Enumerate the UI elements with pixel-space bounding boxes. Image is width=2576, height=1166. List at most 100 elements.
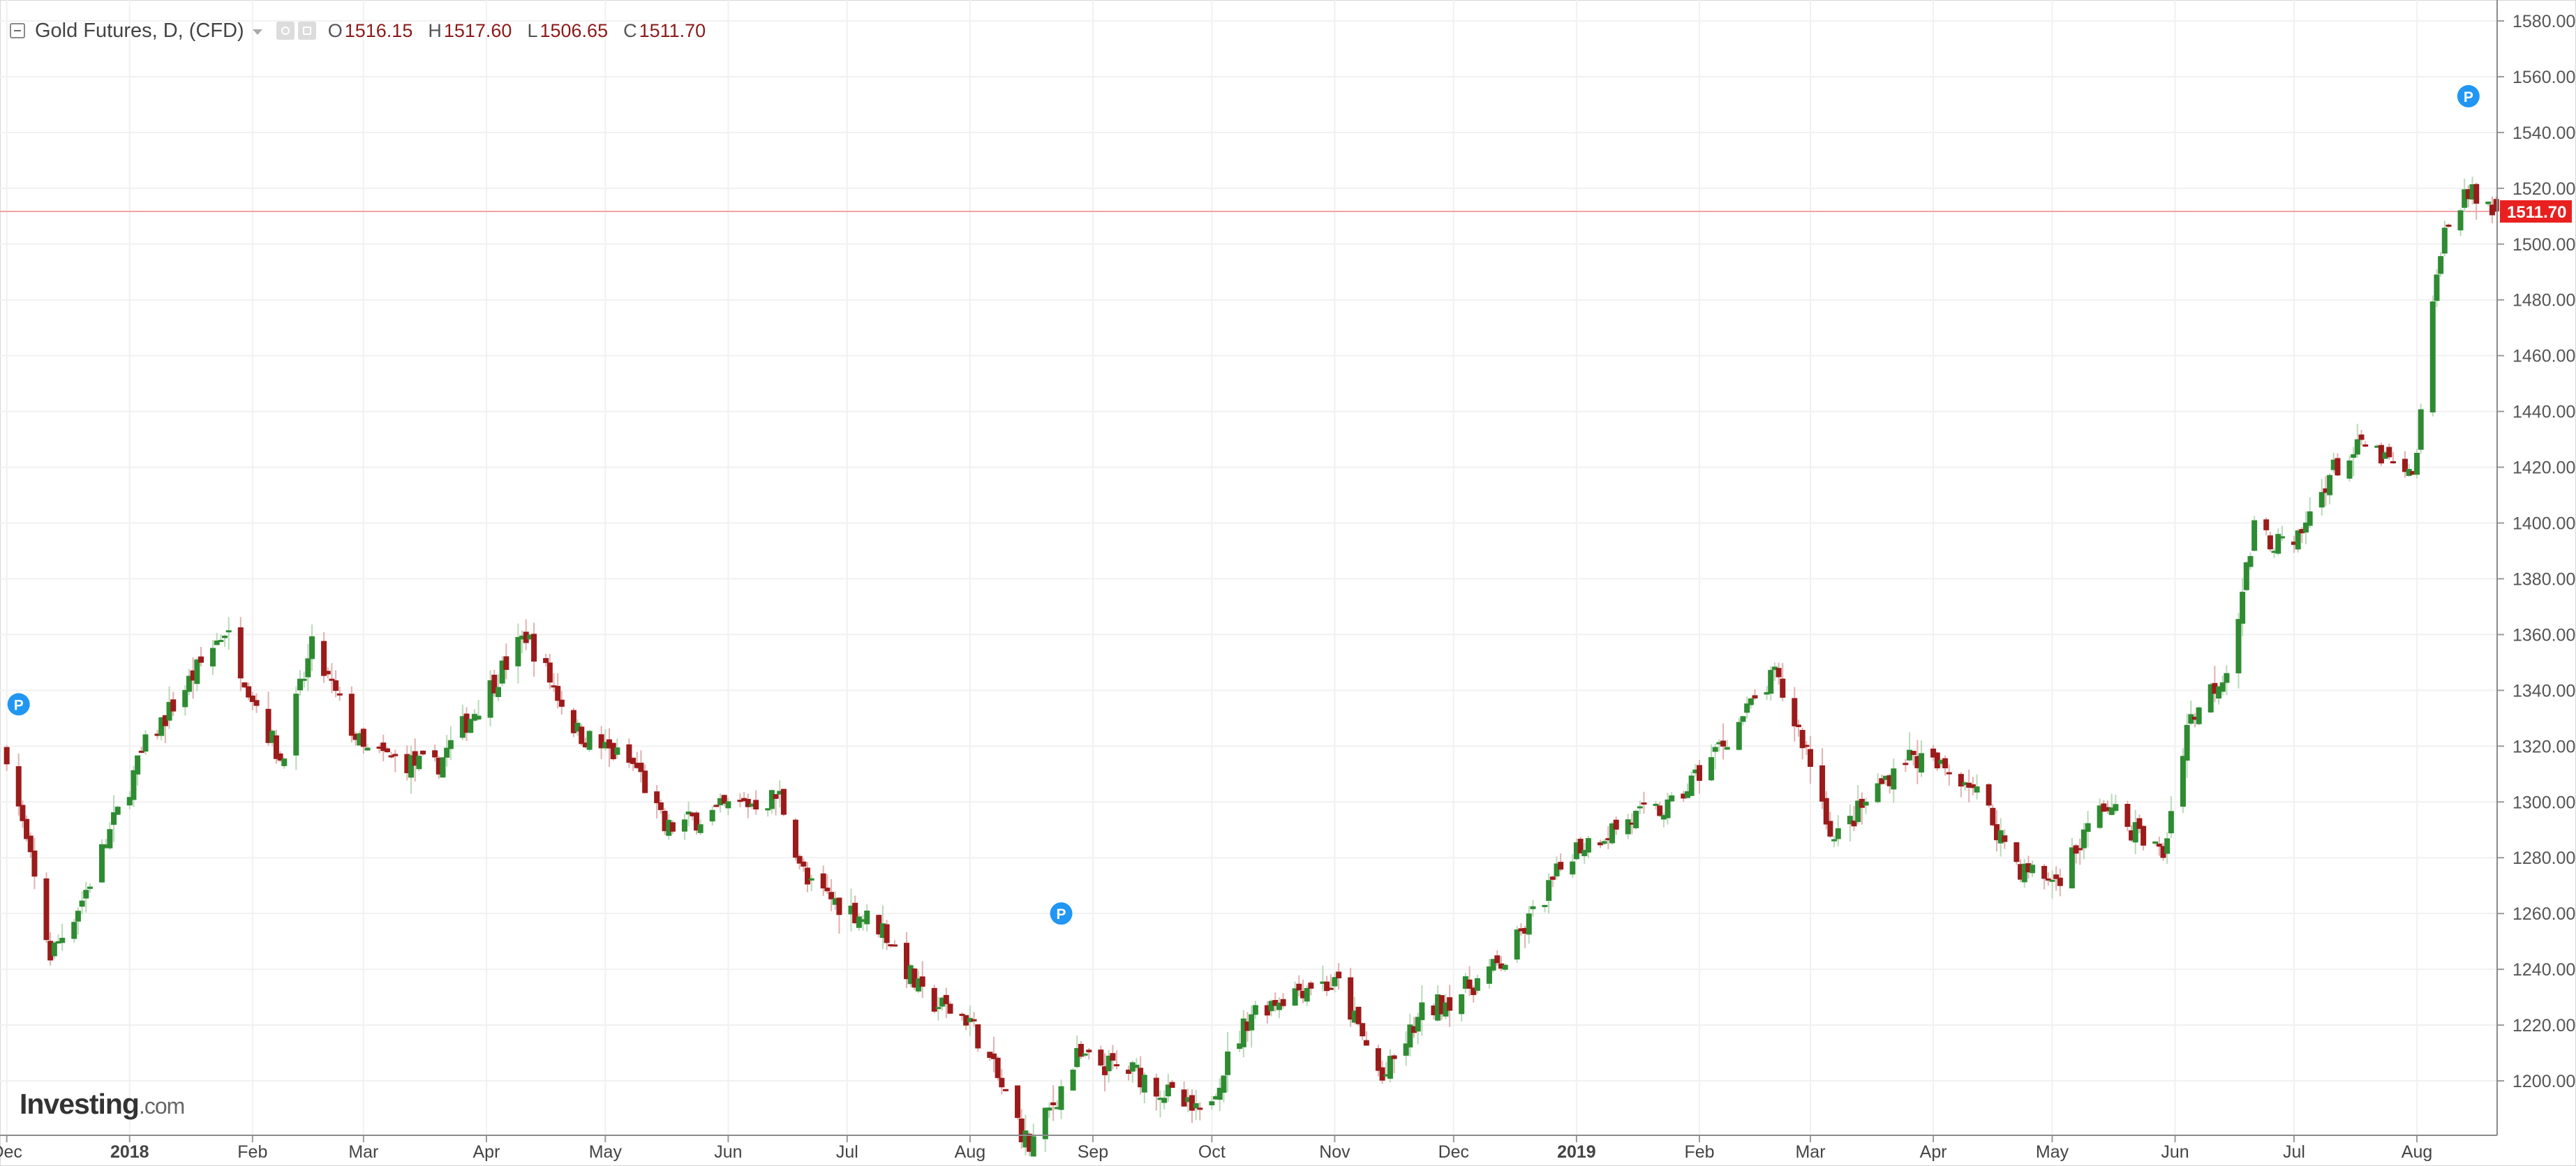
candle[interactable]: [832, 891, 838, 911]
candle[interactable]: [2327, 473, 2333, 504]
candle[interactable]: [2429, 295, 2436, 417]
candle[interactable]: [1419, 985, 1425, 1036]
candle[interactable]: [376, 744, 382, 754]
candle[interactable]: [83, 881, 89, 913]
candle[interactable]: [1847, 804, 1853, 842]
candle[interactable]: [725, 798, 731, 816]
candle[interactable]: [142, 730, 149, 756]
candle[interactable]: [721, 794, 727, 807]
candle[interactable]: [2105, 800, 2111, 814]
candle[interactable]: [2410, 470, 2416, 475]
candle[interactable]: [1526, 906, 1532, 944]
candle[interactable]: [2354, 424, 2360, 458]
candle[interactable]: [1997, 818, 2004, 857]
candle[interactable]: [475, 699, 482, 721]
candle[interactable]: [1919, 740, 1925, 777]
candle[interactable]: [963, 1015, 969, 1031]
candle[interactable]: [1799, 727, 1806, 760]
candle[interactable]: [2251, 516, 2258, 552]
candle[interactable]: [1082, 1052, 1088, 1058]
candle[interactable]: [642, 764, 648, 793]
candle[interactable]: [281, 757, 288, 769]
candle[interactable]: [1003, 1089, 1009, 1092]
candle[interactable]: [2077, 838, 2083, 865]
candle[interactable]: [1775, 662, 1782, 685]
candle[interactable]: [610, 742, 616, 761]
candle[interactable]: [1054, 1100, 1060, 1109]
candle[interactable]: [2141, 825, 2147, 851]
candle[interactable]: [1712, 743, 1718, 770]
candle[interactable]: [1110, 1045, 1116, 1070]
candle[interactable]: [546, 654, 553, 689]
candle[interactable]: [634, 752, 640, 769]
candle[interactable]: [2069, 837, 2075, 889]
candle[interactable]: [1098, 1045, 1104, 1067]
candle[interactable]: [626, 738, 632, 768]
candle[interactable]: [170, 692, 177, 716]
candle[interactable]: [2247, 552, 2254, 570]
candle[interactable]: [602, 729, 609, 751]
candle[interactable]: [1351, 996, 1357, 1024]
candle[interactable]: [1601, 839, 1607, 846]
candle[interactable]: [1466, 966, 1473, 996]
candle[interactable]: [447, 726, 454, 761]
candle[interactable]: [1518, 923, 1524, 936]
candle[interactable]: [31, 837, 38, 890]
candle[interactable]: [27, 832, 33, 858]
candle[interactable]: [749, 802, 755, 809]
candle[interactable]: [79, 891, 85, 915]
candle[interactable]: [579, 724, 585, 746]
candle[interactable]: [388, 752, 394, 759]
candle[interactable]: [2275, 528, 2281, 555]
candle[interactable]: [697, 819, 703, 835]
candle[interactable]: [1549, 875, 1556, 888]
candle[interactable]: [333, 670, 339, 698]
candle[interactable]: [1129, 1060, 1136, 1083]
candle[interactable]: [935, 996, 941, 1021]
candle[interactable]: [1764, 686, 1770, 701]
candle[interactable]: [253, 693, 260, 713]
candle[interactable]: [249, 692, 255, 710]
candle[interactable]: [1105, 1050, 1112, 1083]
candle[interactable]: [2271, 547, 2277, 558]
candle[interactable]: [273, 729, 279, 764]
candle[interactable]: [1383, 1061, 1390, 1078]
candle[interactable]: [2188, 700, 2194, 725]
candle[interactable]: [214, 632, 220, 645]
candle[interactable]: [182, 685, 188, 716]
candle[interactable]: [666, 814, 672, 840]
candle[interactable]: [931, 985, 937, 1014]
candle[interactable]: [198, 646, 204, 667]
candle[interactable]: [2002, 829, 2008, 849]
candle[interactable]: [1990, 804, 1996, 827]
candle[interactable]: [2108, 793, 2115, 816]
candle[interactable]: [1244, 1012, 1251, 1042]
candle[interactable]: [1320, 965, 1326, 992]
candle[interactable]: [2129, 825, 2135, 842]
candle[interactable]: [162, 715, 168, 743]
candle[interactable]: [309, 624, 315, 671]
candle[interactable]: [879, 905, 886, 950]
candle[interactable]: [852, 895, 858, 925]
candle[interactable]: [916, 970, 922, 994]
candle[interactable]: [2378, 442, 2384, 466]
candle[interactable]: [1795, 719, 1801, 737]
candle[interactable]: [1958, 772, 1964, 798]
candle[interactable]: [352, 731, 359, 746]
candle[interactable]: [1355, 1006, 1362, 1026]
candle[interactable]: [967, 1006, 973, 1036]
candle[interactable]: [1819, 748, 1826, 809]
candle[interactable]: [990, 1036, 997, 1072]
candle[interactable]: [2045, 872, 2051, 885]
candle[interactable]: [891, 940, 898, 947]
candle[interactable]: [1447, 985, 1453, 1027]
candle[interactable]: [1197, 1102, 1203, 1121]
candle[interactable]: [1237, 1031, 1243, 1052]
candle[interactable]: [1336, 963, 1342, 990]
candle[interactable]: [1613, 816, 1619, 835]
candle[interactable]: [1514, 925, 1520, 963]
candle[interactable]: [586, 729, 593, 752]
candle[interactable]: [2457, 208, 2464, 237]
candle[interactable]: [1391, 1054, 1397, 1074]
candle[interactable]: [416, 753, 422, 772]
